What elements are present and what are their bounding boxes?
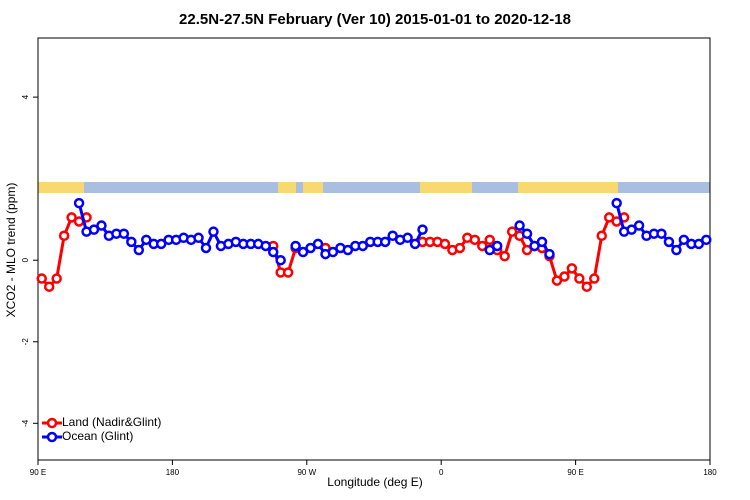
data-point (603, 212, 615, 223)
data-point (439, 238, 451, 250)
data-point (73, 197, 85, 209)
data-point (663, 236, 675, 248)
data-point (581, 281, 593, 292)
data-point (678, 234, 690, 246)
data-point (521, 244, 533, 256)
data-point (521, 228, 533, 239)
data-point (133, 244, 145, 256)
data-point (379, 236, 391, 248)
data-point (402, 232, 413, 244)
data-point (551, 275, 563, 286)
data-point (118, 228, 130, 239)
data-point (536, 236, 548, 248)
data-point (58, 230, 70, 241)
data-point (51, 273, 62, 284)
data-point (155, 238, 167, 250)
y-tick-label: 4 (21, 94, 30, 99)
data-point (208, 226, 219, 237)
data-point (88, 224, 100, 235)
data-point (477, 240, 488, 252)
data-point (656, 228, 667, 239)
data-point (693, 238, 705, 250)
data-point (312, 238, 324, 250)
x-tick-label: 90 E (567, 468, 583, 477)
x-tick-label: 90 W (297, 468, 316, 477)
data-point (469, 234, 481, 246)
map-strip (38, 182, 710, 193)
data-point (529, 240, 540, 252)
data-point (514, 220, 525, 231)
data-point (417, 224, 428, 235)
x-axis-label: Longitude (deg E) (327, 475, 422, 489)
x-tick-label: 90 E (30, 468, 46, 477)
data-point (141, 234, 152, 246)
data-point (305, 242, 316, 254)
data-point (544, 248, 555, 260)
data-point (260, 240, 271, 252)
data-point (66, 212, 77, 223)
data-point (43, 281, 55, 292)
x-tick-label: 180 (166, 468, 180, 477)
legend-label: Land (Nadir&Glint) (62, 415, 161, 429)
data-point (275, 254, 286, 266)
data-point (126, 236, 137, 248)
data-point (193, 232, 204, 244)
data-point (589, 273, 600, 284)
data-point (701, 234, 712, 246)
data-point (491, 240, 503, 252)
data-point (96, 220, 107, 231)
data-point (327, 246, 339, 258)
y-axis-label: XCO2 - MLO trend (ppm) (4, 183, 18, 318)
legend-marker (46, 431, 58, 443)
data-point (290, 240, 301, 252)
legend-label: Ocean (Glint) (62, 429, 133, 443)
data-point (297, 246, 309, 258)
data-point (454, 242, 466, 254)
data-point (267, 246, 279, 258)
data-point (506, 226, 518, 237)
legend-marker (46, 417, 58, 429)
data-point (342, 244, 354, 256)
data-point (633, 220, 645, 231)
data-point (282, 267, 294, 278)
data-point (387, 230, 398, 241)
y-tick-label: -2 (21, 338, 30, 346)
plot-frame (37, 37, 711, 461)
data-point (357, 240, 369, 252)
data-point (484, 234, 495, 246)
x-tick-label: 180 (703, 468, 717, 477)
y-tick-label: -4 (21, 419, 30, 427)
data-point (36, 273, 47, 284)
data-point (200, 242, 212, 254)
data-point (611, 197, 622, 209)
data-point (574, 273, 585, 284)
chart-title: 22.5N-27.5N February (Ver 10) 2015-01-01… (179, 11, 571, 28)
data-point (484, 244, 495, 256)
data-point (626, 224, 637, 235)
data-point (671, 244, 682, 256)
y-tick-label: 0 (21, 257, 30, 262)
data-point (596, 230, 607, 241)
data-point (559, 271, 570, 282)
x-tick-label: 0 (439, 468, 444, 477)
data-point (499, 250, 510, 262)
data-point (409, 238, 421, 250)
data-point (566, 263, 578, 274)
